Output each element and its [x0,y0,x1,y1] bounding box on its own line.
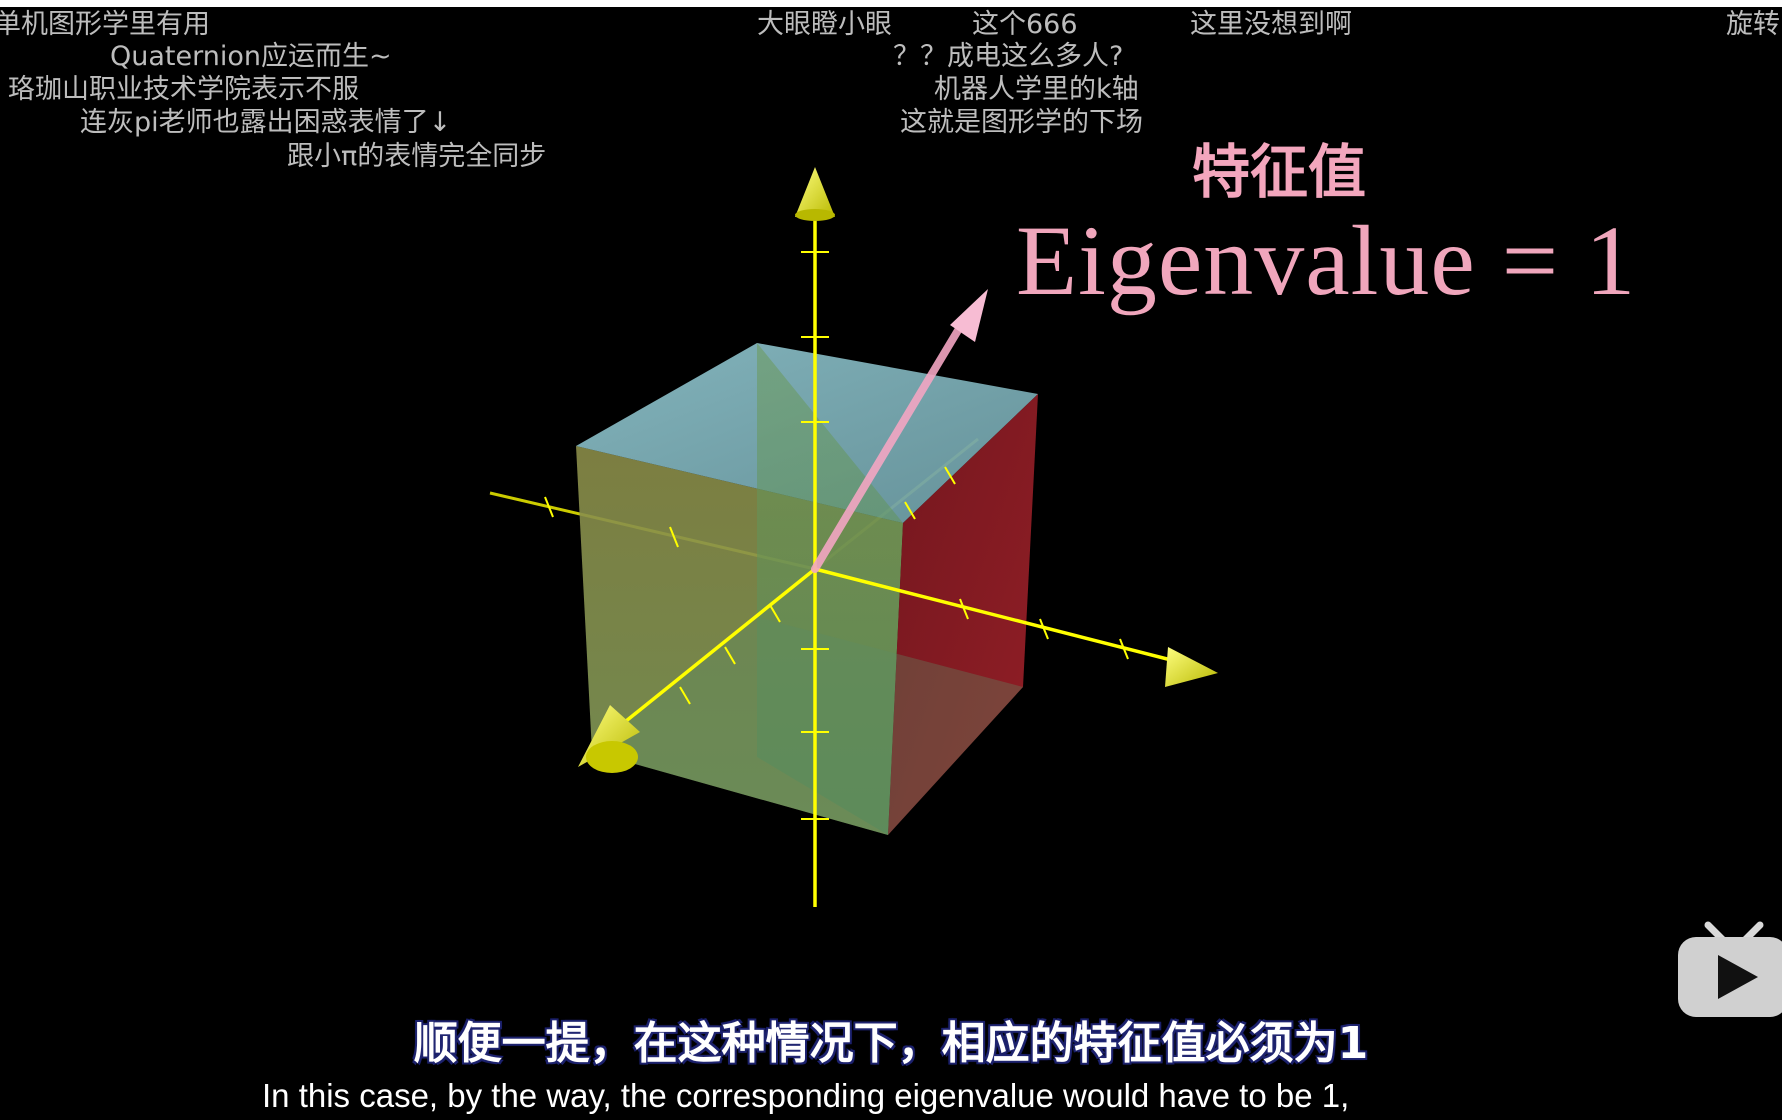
cube-bottom-face [592,617,1023,835]
z-axis-ticks [679,466,956,705]
danmaku-comment: 珞珈山职业技术学院表示不服 [8,74,359,105]
video-player[interactable]: 单机图形学里有用 Quaternion应运而生~ 珞珈山职业技术学院表示不服 连… [0,7,1782,1120]
y-axis-arrowhead [795,167,835,217]
danmaku-comment: 机器人学里的k轴 [934,74,1139,105]
y-axis-arrowhead-base [795,209,835,221]
danmaku-comment: 大眼瞪小眼 [757,9,892,40]
danmaku-comment: 跟小π的表情完全同步 [287,141,547,172]
subtitle-chinese: 顺便一提，在这种情况下，相应的特征值必须为1 [413,1018,1369,1069]
danmaku-comment: 这就是图形学的下场 [900,107,1143,138]
danmaku-comment: 连灰pi老师也露出困惑表情了↓ [80,107,452,138]
danmaku-comment: 这里没想到啊 [1190,9,1352,40]
z-axis-arrowhead-base [586,741,638,773]
x-axis-arrowhead [1165,647,1218,687]
cube-front-face [757,343,903,835]
danmaku-comment: 这个666 [972,9,1078,40]
cube-right-face [888,394,1038,835]
z-axis-front [598,567,817,744]
eigenvalue-equation: Eigenvalue = 1 [1016,205,1637,316]
danmaku-comment: Quaternion应运而生~ [110,41,392,72]
tv-play-icon[interactable] [1674,907,1782,1019]
3d-scene [489,167,1218,907]
danmaku-comment: ？？成电这么多人? [893,41,1124,72]
danmaku-comment: 旋转 [1726,9,1780,40]
x-axis-front [814,567,1176,663]
y-axis-ticks [801,251,829,820]
x-axis-ticks [544,496,1129,660]
eigenvector-shaft [811,323,964,573]
top-border [0,0,1782,7]
danmaku-comment: 单机图形学里有用 [0,9,210,40]
eigenvector-arrowhead [950,289,988,342]
subtitle-english: In this case, by the way, the correspond… [262,1077,1350,1114]
eigenvalue-title-chinese: 特征值 [1192,138,1367,206]
